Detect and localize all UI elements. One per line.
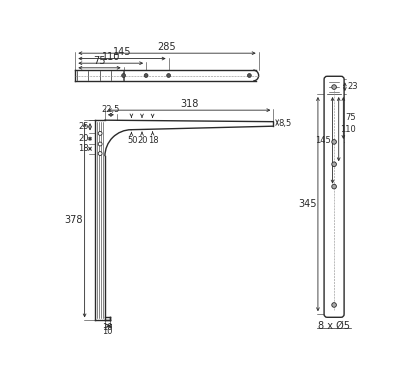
Text: 345: 345 (298, 199, 317, 209)
Circle shape (332, 139, 337, 144)
Circle shape (98, 152, 102, 155)
Text: 378: 378 (64, 215, 83, 225)
Text: 75: 75 (345, 113, 356, 122)
Text: 110: 110 (102, 52, 120, 62)
Text: 50: 50 (127, 136, 137, 145)
Text: 20: 20 (78, 134, 89, 143)
Circle shape (332, 303, 337, 307)
Text: 20: 20 (138, 136, 148, 145)
Text: 10: 10 (102, 323, 113, 332)
Circle shape (144, 74, 148, 77)
Text: 8,5: 8,5 (279, 119, 292, 128)
Circle shape (248, 74, 251, 77)
FancyBboxPatch shape (324, 76, 344, 317)
Circle shape (332, 85, 337, 89)
Circle shape (98, 142, 102, 146)
Text: 10: 10 (102, 327, 113, 336)
Circle shape (167, 74, 171, 77)
Text: 318: 318 (180, 99, 198, 109)
Text: 18: 18 (148, 136, 158, 145)
Circle shape (121, 74, 126, 77)
Text: 22,5: 22,5 (102, 105, 120, 114)
Text: 145: 145 (113, 47, 131, 57)
Circle shape (332, 184, 337, 189)
Text: 285: 285 (158, 42, 176, 52)
Text: 145: 145 (315, 136, 331, 145)
Text: 8 x Ø5: 8 x Ø5 (318, 321, 350, 331)
Circle shape (98, 132, 102, 135)
Text: 25: 25 (78, 122, 89, 131)
Text: 75: 75 (93, 56, 106, 66)
Text: 18: 18 (78, 144, 89, 153)
Text: 23: 23 (347, 82, 358, 91)
Text: 110: 110 (340, 125, 356, 134)
Circle shape (332, 162, 337, 166)
